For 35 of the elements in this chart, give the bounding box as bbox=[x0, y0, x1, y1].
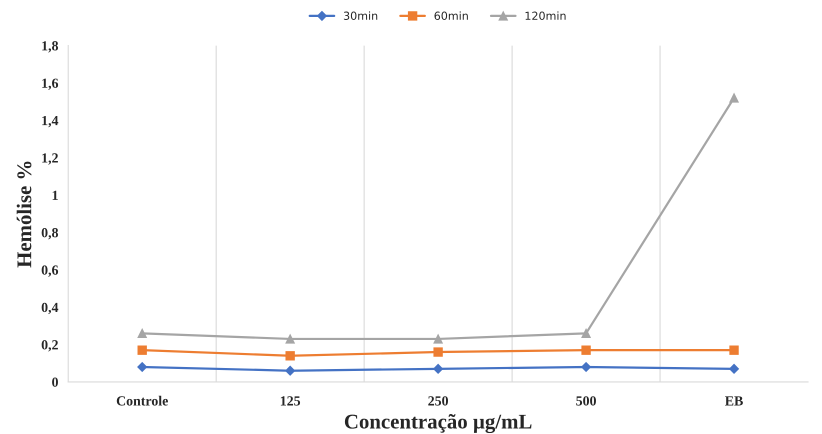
x-tick-label: 500 bbox=[576, 396, 596, 406]
point bbox=[137, 362, 148, 372]
y-tick-label: 0 bbox=[52, 378, 58, 387]
point bbox=[729, 93, 739, 103]
y-tick-label: 0,2 bbox=[42, 340, 58, 352]
point bbox=[433, 364, 444, 374]
y-tick-label: 0,6 bbox=[42, 265, 58, 277]
y-tick-label: 0,4 bbox=[42, 302, 58, 314]
x-tick-label: Controle bbox=[116, 396, 168, 406]
point bbox=[138, 345, 147, 355]
legend-label: 30min bbox=[344, 11, 378, 20]
x-tick-label: 125 bbox=[280, 396, 300, 406]
point bbox=[729, 364, 739, 374]
y-tick-label: 1 bbox=[52, 190, 58, 200]
y-axis-title: Hemólise % bbox=[16, 162, 32, 268]
y-tick-label: 1,4 bbox=[42, 116, 58, 128]
point bbox=[581, 362, 592, 372]
point bbox=[433, 347, 443, 357]
point bbox=[138, 328, 147, 338]
x-tick-label: 250 bbox=[428, 396, 448, 406]
point bbox=[285, 366, 296, 376]
point bbox=[285, 334, 295, 344]
y-tick-label: 1,8 bbox=[42, 41, 58, 53]
point bbox=[581, 328, 591, 338]
x-tick-label: EB bbox=[725, 396, 743, 406]
y-tick-label: 1,2 bbox=[42, 153, 58, 165]
point bbox=[581, 345, 591, 355]
point bbox=[285, 351, 295, 360]
legend-label: 120min bbox=[526, 11, 566, 20]
y-tick-label: 0,8 bbox=[42, 228, 58, 240]
y-tick-label: 1,6 bbox=[42, 78, 58, 90]
legend-label: 60min bbox=[434, 11, 468, 20]
x-axis-title: Concentração µg/mL bbox=[344, 414, 532, 434]
point bbox=[729, 345, 739, 355]
point bbox=[433, 334, 443, 344]
